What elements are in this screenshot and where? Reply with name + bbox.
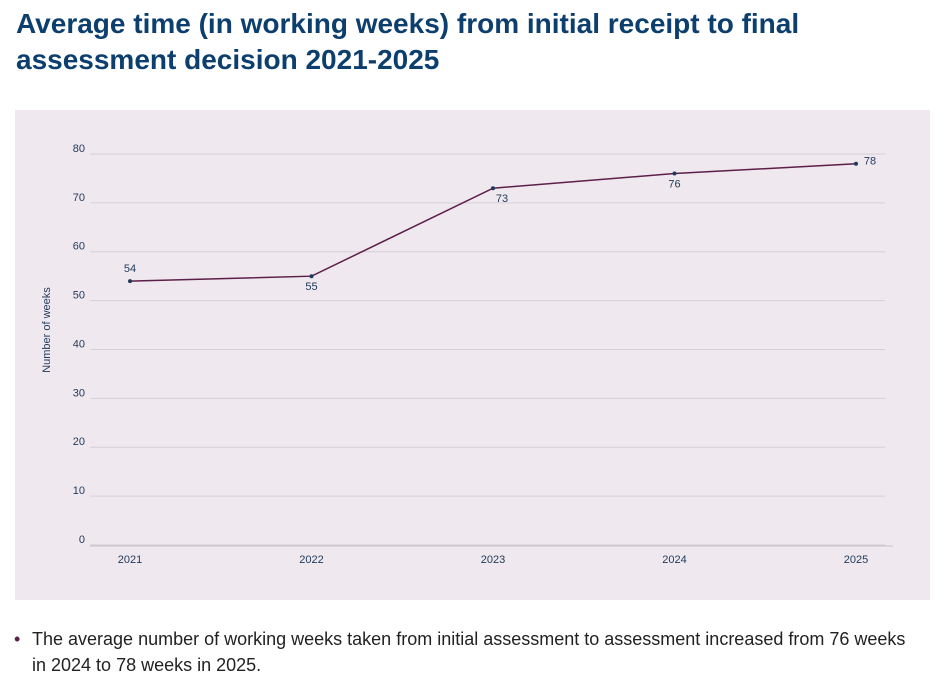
y-tick-label: 50 — [73, 290, 85, 302]
data-point — [672, 171, 677, 176]
bullet-list: The average number of working weeks take… — [14, 626, 914, 678]
y-tick-label: 70 — [73, 192, 85, 204]
y-tick-label: 40 — [73, 338, 85, 350]
x-tick-label: 2024 — [662, 554, 686, 566]
data-point — [854, 161, 858, 166]
data-point — [309, 274, 314, 279]
data-point — [128, 279, 132, 284]
chart: Number of weeks 0 10 20 30 40 50 60 70 80 2021 202… — [15, 110, 930, 600]
data-point — [491, 186, 495, 191]
x-tick-label: 2025 — [844, 554, 868, 566]
y-tick-label: 0 — [79, 534, 85, 546]
y-tick-label: 30 — [73, 387, 85, 399]
x-tick-label: 2023 — [481, 554, 505, 566]
chart-title: Average time (in working weeks) from ini… — [16, 8, 800, 75]
x-tick-label: 2022 — [299, 554, 323, 566]
x-tick-label: 2021 — [118, 554, 142, 566]
y-tick-label: 60 — [73, 241, 85, 253]
y-tick-label: 80 — [73, 143, 85, 155]
data-label: 78 — [864, 156, 876, 168]
data-label: 55 — [305, 281, 317, 293]
y-tick-label: 10 — [73, 485, 85, 497]
chart-background — [15, 110, 930, 600]
y-tick-label: 20 — [73, 436, 85, 448]
data-label: 54 — [124, 263, 136, 275]
bullet: The average number of working weeks take… — [14, 626, 914, 678]
y-axis-label: Number of weeks — [41, 287, 53, 373]
data-label: 76 — [668, 178, 680, 190]
data-label: 73 — [496, 193, 508, 205]
